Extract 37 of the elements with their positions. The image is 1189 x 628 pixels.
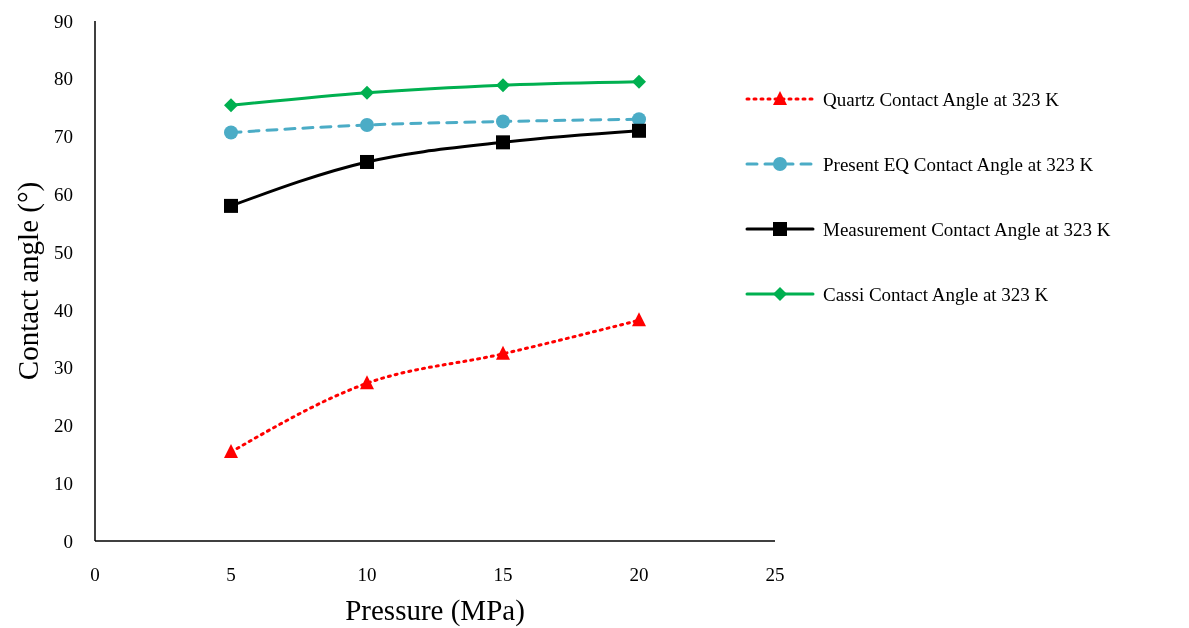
x-tick-label: 25 — [765, 564, 785, 585]
point — [360, 118, 374, 132]
legend-label: Cassi Contact Angle at 323 K — [823, 283, 1049, 305]
point — [496, 345, 510, 360]
point — [632, 123, 646, 138]
y-axis-title: Contact angle (°) — [12, 181, 45, 381]
y-tick-label: 60 — [54, 183, 73, 205]
point — [632, 74, 646, 89]
y-tick-label: 50 — [54, 241, 73, 263]
x-tick-label: 0 — [90, 564, 100, 585]
y-tick-label: 10 — [54, 472, 73, 494]
point — [496, 78, 510, 93]
point — [360, 85, 374, 100]
legend-label: Measurement Contact Angle at 323 K — [823, 218, 1111, 240]
y-tick-label: 80 — [54, 68, 73, 90]
point — [224, 98, 238, 113]
y-tick-label: 30 — [54, 357, 73, 379]
point — [360, 375, 374, 390]
y-tick-label: 90 — [54, 10, 73, 32]
y-tick-label: 40 — [54, 299, 73, 321]
x-tick-label: 20 — [629, 564, 649, 585]
point — [496, 114, 510, 129]
point — [224, 198, 238, 213]
y-tick-label: 70 — [54, 126, 73, 148]
x-axis-title: Pressure (MPa) — [345, 594, 525, 627]
legend-label: Present EQ Contact Angle at 323 K — [823, 153, 1094, 175]
point — [360, 154, 374, 169]
point — [632, 312, 646, 327]
legend-label: Quartz Contact Angle at 323 K — [823, 88, 1060, 110]
x-tick-label: 10 — [357, 564, 377, 585]
point — [496, 135, 510, 150]
x-tick-label: 15 — [493, 564, 513, 585]
point — [224, 125, 238, 140]
x-tick-label: 5 — [226, 564, 236, 585]
y-tick-label: 20 — [54, 415, 73, 437]
point — [224, 444, 238, 459]
y-tick-label: 0 — [63, 530, 73, 552]
